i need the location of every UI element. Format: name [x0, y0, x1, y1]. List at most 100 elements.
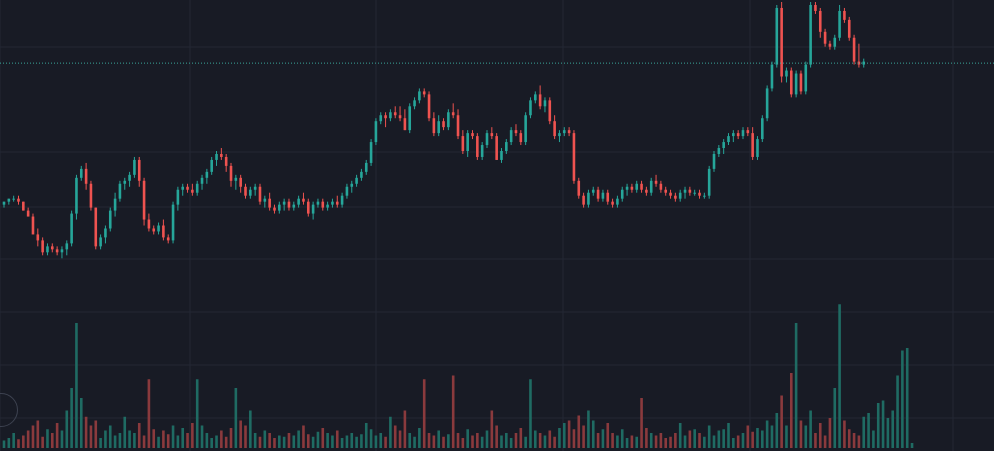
- candle-body: [94, 207, 98, 247]
- candle-body: [722, 142, 725, 149]
- volume-bar: [408, 433, 412, 448]
- candle-body: [345, 186, 349, 196]
- volume-bar: [7, 438, 11, 448]
- candle-body: [128, 174, 131, 181]
- volume-bar: [770, 425, 774, 448]
- candle-body: [519, 133, 523, 143]
- candle-body: [369, 142, 373, 163]
- candle-body: [640, 183, 643, 190]
- candle-body: [785, 70, 788, 77]
- candle-body: [814, 4, 817, 11]
- volume-bar: [321, 428, 325, 448]
- candle-body: [659, 183, 663, 190]
- volume-bar: [567, 420, 571, 448]
- candle-body: [7, 198, 11, 202]
- candle-body: [60, 249, 64, 253]
- volume-bar: [514, 433, 518, 448]
- volume-bar: [538, 433, 542, 448]
- candle-body: [26, 210, 30, 217]
- candle-body: [278, 204, 281, 211]
- candle-body: [355, 177, 358, 184]
- volume-bar: [152, 429, 156, 448]
- candle-body: [698, 192, 701, 196]
- volume-bar: [427, 433, 431, 448]
- candle-body: [809, 4, 812, 65]
- candle-body: [181, 186, 185, 190]
- volume-bar: [606, 423, 610, 448]
- candle-body: [31, 216, 35, 235]
- candle-body: [244, 186, 247, 196]
- candle-body: [292, 204, 296, 208]
- volume-bar: [181, 428, 185, 448]
- volume-bar: [490, 410, 494, 448]
- candle-body: [746, 130, 750, 134]
- volume-bar: [311, 436, 315, 448]
- volume-bar: [548, 430, 552, 448]
- candle-body: [712, 153, 716, 169]
- volume-bar: [55, 423, 59, 448]
- volume-bar: [664, 438, 668, 448]
- volume-bar: [282, 436, 286, 448]
- candle-body: [761, 118, 764, 140]
- volume-bar: [809, 410, 812, 448]
- volume-bar: [862, 416, 866, 448]
- candle-body: [461, 136, 465, 151]
- volume-bar: [302, 425, 305, 448]
- volume-bar: [456, 433, 460, 448]
- volume-bar: [162, 430, 165, 448]
- candle-body: [451, 112, 455, 116]
- candle-body: [137, 159, 141, 181]
- candle-body: [466, 133, 469, 151]
- candle-body: [534, 94, 537, 101]
- volume-bar: [108, 425, 112, 448]
- candle-body: [485, 133, 489, 146]
- candle-body: [297, 198, 300, 205]
- volume-bar: [195, 379, 199, 448]
- volume-bar: [2, 440, 6, 448]
- candle-body: [36, 234, 40, 241]
- volume-bar: [118, 433, 122, 448]
- candle-body: [789, 70, 793, 95]
- volume-bar: [886, 418, 890, 448]
- candle-body: [562, 130, 566, 134]
- candle-body: [471, 133, 474, 137]
- volume-bar: [70, 388, 73, 448]
- volume-bar: [910, 443, 914, 448]
- volume-bar: [224, 436, 228, 448]
- candle-body: [756, 139, 759, 157]
- candle-body: [751, 133, 754, 157]
- volume-bar: [94, 420, 98, 448]
- volume-bar: [645, 428, 648, 448]
- volume-bar: [775, 413, 779, 448]
- candle-body: [224, 156, 228, 166]
- candle-body: [678, 192, 682, 199]
- candle-body: [249, 189, 252, 196]
- candle-body: [65, 243, 69, 250]
- volume-bar: [529, 379, 532, 448]
- candle-body: [200, 177, 204, 184]
- volume-bar: [191, 423, 194, 448]
- volume-bar: [703, 436, 706, 448]
- volume-bar: [553, 436, 556, 448]
- volume-bar: [176, 435, 180, 448]
- candle-body: [191, 189, 194, 193]
- candle-body: [89, 183, 93, 208]
- candle-body: [587, 192, 590, 205]
- candle-body: [476, 136, 479, 157]
- candle-body: [794, 73, 798, 95]
- candle-body: [674, 195, 677, 199]
- candle-body: [654, 180, 658, 184]
- volume-bar: [297, 430, 300, 448]
- volume-bar: [437, 430, 440, 448]
- candle-body: [770, 64, 774, 89]
- candle-body: [620, 189, 624, 199]
- volume-bar: [688, 430, 692, 448]
- candle-body: [166, 237, 170, 241]
- candle-body: [514, 130, 518, 134]
- candle-body: [306, 201, 310, 214]
- volume-bar: [635, 436, 639, 448]
- candle-body: [335, 201, 339, 205]
- volume-bar: [872, 430, 875, 448]
